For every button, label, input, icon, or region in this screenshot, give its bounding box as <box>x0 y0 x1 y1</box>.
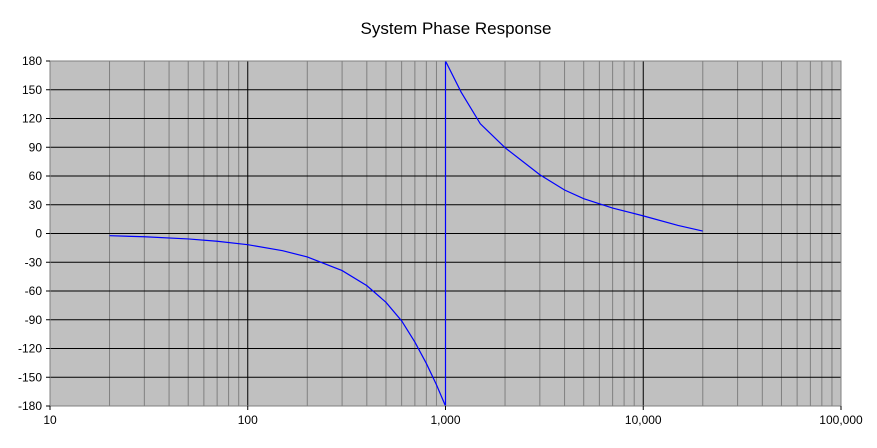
y-tick-label: -60 <box>25 284 43 298</box>
y-tick-label: 180 <box>22 54 42 68</box>
chart-title: System Phase Response <box>360 19 552 38</box>
y-tick-label: -90 <box>25 313 43 327</box>
y-tick-label: 60 <box>29 169 43 183</box>
x-tick-labels: 10 100 1,000 10,000 100,000 <box>43 406 863 427</box>
y-tick-label: -30 <box>25 255 43 269</box>
y-tick-label: 30 <box>29 198 43 212</box>
y-tick-label: -150 <box>18 370 42 384</box>
y-tick-label: -120 <box>18 342 42 356</box>
y-tick-label: 90 <box>29 140 43 154</box>
x-tick-label: 100 <box>238 413 258 427</box>
x-tick-label: 10 <box>43 413 57 427</box>
y-tick-label: 0 <box>35 227 42 241</box>
y-tick-label: -180 <box>18 399 42 413</box>
x-tick-label: 1,000 <box>430 413 460 427</box>
y-tick-labels: 180 150 120 90 60 30 0 -30 -60 -90 -120 -150 -180 <box>18 54 50 413</box>
series-line-0 <box>109 60 703 407</box>
y-tick-label: 120 <box>22 112 42 126</box>
x-tick-label: 10,000 <box>625 413 662 427</box>
y-tick-label: 150 <box>22 83 42 97</box>
x-tick-label: 100,000 <box>819 413 863 427</box>
